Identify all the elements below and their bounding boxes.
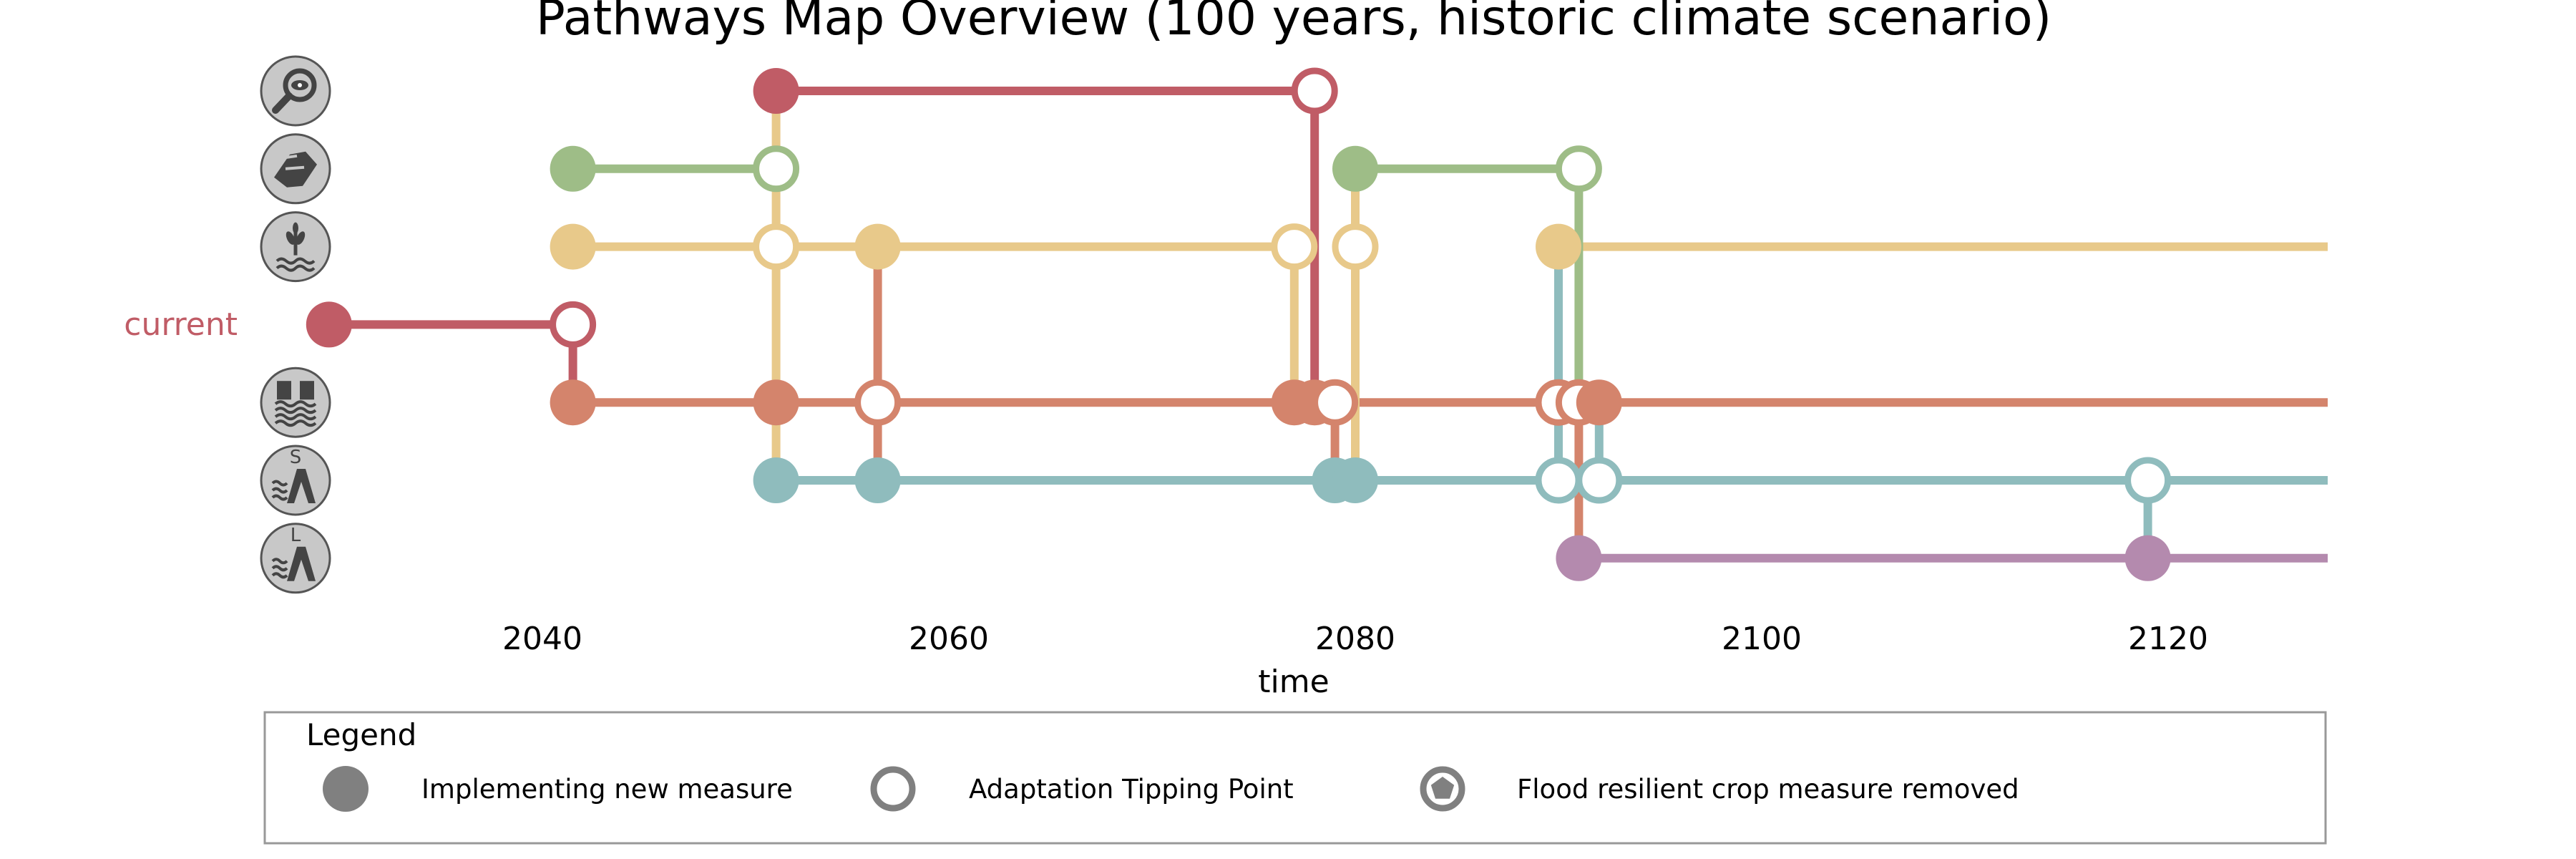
- implement-point: [550, 379, 596, 426]
- legend-implement-marker: [323, 766, 369, 812]
- x-tick-label: 2100: [1722, 621, 1802, 657]
- tipping-point: [1291, 67, 1338, 115]
- implement-point: [753, 457, 799, 503]
- implement-point: [1536, 223, 1581, 270]
- implement-point: [1576, 379, 1622, 426]
- pathway-points: [306, 67, 2172, 581]
- implement-point: [1556, 535, 1602, 581]
- legend-label: Flood resilient crop measure removed: [1517, 774, 2019, 805]
- tipping-point: [1555, 145, 1602, 193]
- tipping-point: [1271, 223, 1318, 271]
- x-tick-label: 2060: [909, 621, 989, 657]
- implement-point: [550, 145, 596, 192]
- measure-icons: SL: [260, 55, 331, 594]
- legend-entry-removed: Flood resilient crop measure removed: [1420, 766, 2019, 812]
- tipping-point: [550, 301, 597, 348]
- dike-s-icon: S: [260, 445, 331, 516]
- implement-point: [854, 223, 901, 270]
- implement-point: [2124, 535, 2171, 581]
- x-axis-ticks: 2040 2060 2080 2100 2120: [502, 621, 2208, 657]
- legend-entry-tipping: Adaptation Tipping Point: [870, 766, 1294, 812]
- pentagon-icon: [1430, 777, 1455, 799]
- plot-area: [306, 67, 2328, 581]
- flood-barrier-icon: [260, 367, 331, 438]
- magnifier-eye-icon: [260, 55, 331, 127]
- implement-point: [1332, 145, 1378, 192]
- transition-lines: [568, 91, 2152, 558]
- tipping-point: [1312, 379, 1359, 426]
- handshake-icon: [260, 133, 331, 205]
- x-tick-label: 2120: [2128, 621, 2208, 657]
- tipping-point: [1535, 457, 1582, 504]
- chart-title: Pathways Map Overview (100 years, histor…: [536, 0, 2051, 47]
- x-axis-label: time: [1258, 664, 1329, 700]
- dike-size-letter: L: [291, 525, 301, 546]
- implement-point: [753, 379, 799, 426]
- legend-label: Adaptation Tipping Point: [969, 774, 1294, 805]
- implement-point: [854, 457, 901, 503]
- tipping-point: [1576, 457, 1623, 504]
- tipping-point: [2124, 457, 2172, 504]
- crop-water-icon: [260, 211, 331, 283]
- implement-point: [550, 223, 596, 270]
- x-tick-label: 2080: [1315, 621, 1395, 657]
- legend-entries: Implementing new measure Adaptation Tippi…: [323, 766, 2019, 812]
- tipping-point: [1332, 223, 1379, 271]
- x-tick-label: 2040: [502, 621, 582, 657]
- tipping-point: [753, 223, 800, 271]
- implement-point: [306, 301, 352, 348]
- legend-frame: [263, 711, 2327, 845]
- legend-label: Implementing new measure: [421, 774, 793, 805]
- dike-size-letter: S: [290, 447, 302, 468]
- legend: Legend Implementing new measure Adaptatio…: [263, 711, 2327, 845]
- dike-l-icon: L: [260, 523, 331, 594]
- tipping-point: [854, 379, 902, 426]
- legend-entry-implement: Implementing new measure: [323, 766, 793, 812]
- legend-title: Legend: [306, 717, 416, 752]
- current-label: current: [124, 306, 238, 343]
- legend-tipping-marker: [870, 766, 916, 812]
- tipping-point: [753, 145, 800, 193]
- implement-point: [753, 68, 799, 114]
- implement-point: [1332, 457, 1378, 503]
